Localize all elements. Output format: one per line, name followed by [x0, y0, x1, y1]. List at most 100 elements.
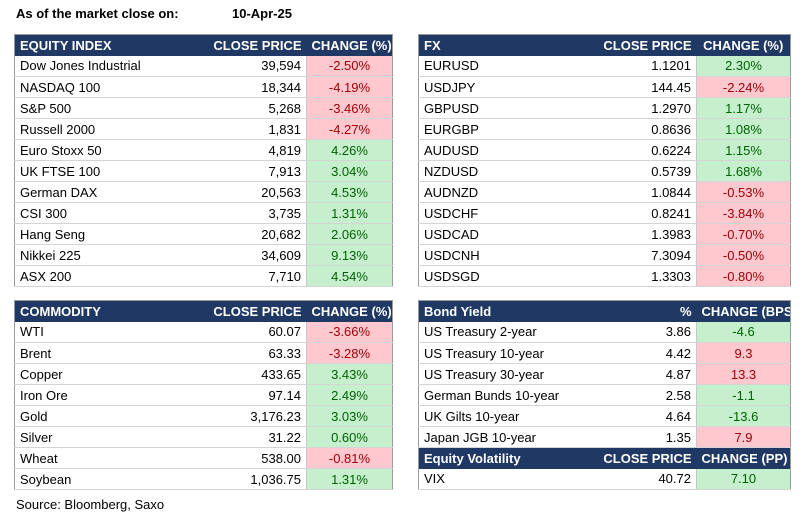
- commodity-change-cell: -3.28%: [306, 342, 393, 364]
- equity-name-cell: Russell 2000: [14, 118, 205, 140]
- fx-row: USDCAD 1.3983 -0.70%: [418, 223, 791, 245]
- commodity-change-cell: -3.66%: [306, 321, 393, 343]
- fx-row: AUDUSD 0.6224 1.15%: [418, 139, 791, 161]
- commodity-row: Iron Ore 97.14 2.49%: [14, 384, 393, 406]
- commodity-name-cell: Wheat: [14, 447, 205, 469]
- equity-change-cell: 2.06%: [306, 223, 393, 245]
- equity-name-cell: German DAX: [14, 181, 205, 203]
- commodity-row: Wheat 538.00 -0.81%: [14, 447, 393, 469]
- commodity-price-cell: 538.00: [204, 447, 307, 469]
- fx-price-cell: 0.5739: [568, 160, 697, 182]
- bond-name-cell: US Treasury 10-year: [418, 342, 569, 364]
- fx-row: USDSGD 1.3303 -0.80%: [418, 265, 791, 287]
- fx-name-cell: USDCHF: [418, 202, 569, 224]
- equity-change-cell: -4.27%: [306, 118, 393, 140]
- equity-row: Dow Jones Industrial 39,594 -2.50%: [14, 55, 393, 77]
- equity-row: German DAX 20,563 4.53%: [14, 181, 393, 203]
- fx-price-cell: 1.2970: [568, 97, 697, 119]
- commodity-row: Brent 63.33 -3.28%: [14, 342, 393, 364]
- commodity-name-cell: Iron Ore: [14, 384, 205, 406]
- fx-price-cell: 0.8636: [568, 118, 697, 140]
- fx-name-cell: AUDUSD: [418, 139, 569, 161]
- equity-change-cell: -2.50%: [306, 55, 393, 77]
- source-note: Source: Bloomberg, Saxo: [16, 497, 165, 512]
- bond-price-cell: 3.86: [568, 321, 697, 343]
- equity-name-cell: NASDAQ 100: [14, 76, 205, 98]
- fx-name-cell: NZDUSD: [418, 160, 569, 182]
- volatility-change-cell: 7.10: [696, 468, 791, 490]
- equity-name-cell: CSI 300: [14, 202, 205, 224]
- fx-change-cell: 2.30%: [696, 55, 791, 77]
- fx-price-cell: 1.3303: [568, 265, 697, 287]
- equity-name-cell: UK FTSE 100: [14, 160, 205, 182]
- bond-row: Japan JGB 10-year 1.35 7.9: [418, 426, 791, 448]
- commodity-table: COMMODITY CLOSE PRICE CHANGE (%) WTI 60.0…: [14, 300, 393, 490]
- volatility-name-cell: VIX: [418, 468, 569, 490]
- commodity-header-change: CHANGE (%): [306, 300, 393, 322]
- equity-row: CSI 300 3,735 1.31%: [14, 202, 393, 224]
- equity-price-cell: 34,609: [204, 244, 307, 266]
- fx-name-cell: EURUSD: [418, 55, 569, 77]
- fx-change-cell: 1.68%: [696, 160, 791, 182]
- fx-name-cell: USDJPY: [418, 76, 569, 98]
- equity-index-table: EQUITY INDEX CLOSE PRICE CHANGE (%) Dow …: [14, 34, 393, 287]
- commodity-row: Silver 31.22 0.60%: [14, 426, 393, 448]
- fx-change-cell: -0.80%: [696, 265, 791, 287]
- commodity-header-price: CLOSE PRICE: [204, 300, 307, 322]
- equity-row: UK FTSE 100 7,913 3.04%: [14, 160, 393, 182]
- as-of-label: As of the market close on:: [16, 6, 179, 21]
- equity-price-cell: 1,831: [204, 118, 307, 140]
- fx-row: GBPUSD 1.2970 1.17%: [418, 97, 791, 119]
- equity-name-cell: Nikkei 225: [14, 244, 205, 266]
- fx-header-price: CLOSE PRICE: [568, 34, 697, 56]
- commodity-row: WTI 60.07 -3.66%: [14, 321, 393, 343]
- commodity-row: Gold 3,176.23 3.03%: [14, 405, 393, 427]
- fx-row: USDJPY 144.45 -2.24%: [418, 76, 791, 98]
- bond-price-cell: 4.87: [568, 363, 697, 385]
- bond-name-cell: Japan JGB 10-year: [418, 426, 569, 448]
- equity-row: Hang Seng 20,682 2.06%: [14, 223, 393, 245]
- fx-change-cell: 1.15%: [696, 139, 791, 161]
- fx-name-cell: USDCAD: [418, 223, 569, 245]
- commodity-price-cell: 31.22: [204, 426, 307, 448]
- bond-price-cell: 2.58: [568, 384, 697, 406]
- equity-row: S&P 500 5,268 -3.46%: [14, 97, 393, 119]
- bond-price-cell: 4.42: [568, 342, 697, 364]
- fx-name-cell: AUDNZD: [418, 181, 569, 203]
- fx-row: USDCNH 7.3094 -0.50%: [418, 244, 791, 266]
- equity-name-cell: Dow Jones Industrial: [14, 55, 205, 77]
- commodity-price-cell: 97.14: [204, 384, 307, 406]
- fx-price-cell: 0.6224: [568, 139, 697, 161]
- bond-change-cell: 9.3: [696, 342, 791, 364]
- fx-row: AUDNZD 1.0844 -0.53%: [418, 181, 791, 203]
- fx-name-cell: USDCNH: [418, 244, 569, 266]
- equity-name-cell: Hang Seng: [14, 223, 205, 245]
- equity-price-cell: 5,268: [204, 97, 307, 119]
- commodity-name-cell: Gold: [14, 405, 205, 427]
- equity-change-cell: 3.04%: [306, 160, 393, 182]
- bond-change-cell: 13.3: [696, 363, 791, 385]
- equity-row: ASX 200 7,710 4.54%: [14, 265, 393, 287]
- bond-header-change: CHANGE (BPS): [696, 300, 791, 322]
- fx-change-cell: -0.50%: [696, 244, 791, 266]
- bond-name-cell: US Treasury 2-year: [418, 321, 569, 343]
- fx-change-cell: -2.24%: [696, 76, 791, 98]
- commodity-price-cell: 60.07: [204, 321, 307, 343]
- fx-change-cell: 1.17%: [696, 97, 791, 119]
- fx-name-cell: USDSGD: [418, 265, 569, 287]
- equity-row: Nikkei 225 34,609 9.13%: [14, 244, 393, 266]
- bond-yield-table: Bond Yield % CHANGE (BPS) US Treasury 2-…: [418, 300, 791, 490]
- bond-row: German Bunds 10-year 2.58 -1.1: [418, 384, 791, 406]
- bond-change-cell: -4.6: [696, 321, 791, 343]
- bond-change-cell: 7.9: [696, 426, 791, 448]
- equity-change-cell: 4.53%: [306, 181, 393, 203]
- bond-change-cell: -13.6: [696, 405, 791, 427]
- volatility-header-name: Equity Volatility: [418, 447, 569, 469]
- commodity-price-cell: 1,036.75: [204, 468, 307, 490]
- fx-price-cell: 1.0844: [568, 181, 697, 203]
- equity-price-cell: 20,563: [204, 181, 307, 203]
- bond-row: US Treasury 10-year 4.42 9.3: [418, 342, 791, 364]
- fx-row: EURUSD 1.1201 2.30%: [418, 55, 791, 77]
- equity-row: Euro Stoxx 50 4,819 4.26%: [14, 139, 393, 161]
- fx-table: FX CLOSE PRICE CHANGE (%) EURUSD 1.1201 2.…: [418, 34, 791, 287]
